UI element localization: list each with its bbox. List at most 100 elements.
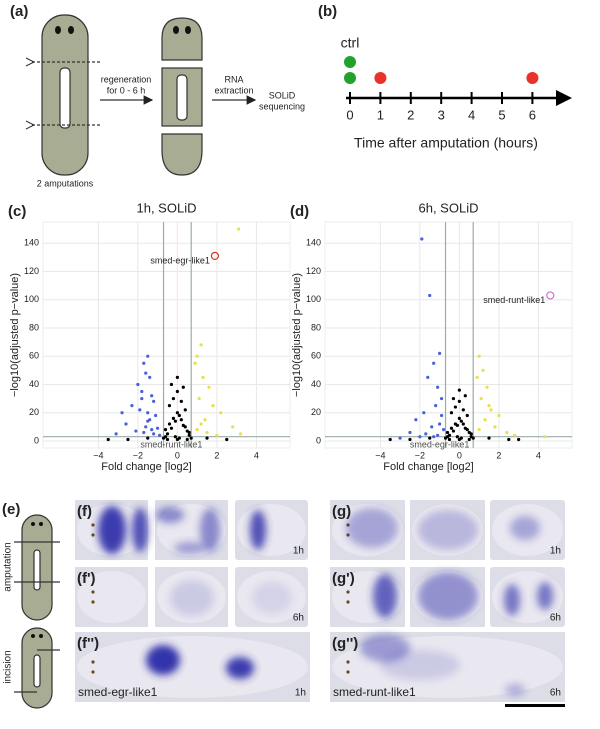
point <box>455 423 459 427</box>
axis-label: Time after amputation (hours) <box>354 135 538 151</box>
tissue <box>77 636 308 698</box>
point <box>203 418 207 422</box>
point <box>199 343 203 347</box>
y-tick-label: 100 <box>306 294 321 304</box>
point <box>167 404 172 408</box>
side-label: incision <box>3 650 14 683</box>
y-axis-label: −log10(adjusted p−value) <box>9 273 21 397</box>
plot-area <box>42 221 291 449</box>
arrow-label: for 0 - 6 h <box>107 85 146 95</box>
point <box>173 419 177 423</box>
point <box>205 436 209 440</box>
point <box>457 399 461 403</box>
annotation: smed-runt-like1 <box>483 295 545 305</box>
stain <box>174 542 206 554</box>
point <box>487 436 491 440</box>
point <box>142 430 146 435</box>
point <box>219 411 223 415</box>
point <box>154 413 158 418</box>
arrow-label: regeneration <box>101 74 152 84</box>
point <box>185 429 189 433</box>
eye <box>91 533 95 537</box>
point <box>156 426 160 430</box>
point <box>420 237 424 241</box>
point <box>152 399 156 403</box>
eye <box>346 600 350 604</box>
eye <box>91 660 95 664</box>
y-tick-label: 20 <box>29 407 39 417</box>
point <box>485 385 489 389</box>
x-tick-label: 4 <box>536 450 541 460</box>
point <box>199 422 203 426</box>
y-tick-label: 80 <box>311 322 321 332</box>
tick-label: 4 <box>468 107 475 122</box>
point <box>447 437 452 442</box>
plot-area <box>324 221 573 449</box>
point <box>169 426 174 430</box>
time-label: 6h <box>293 613 304 624</box>
point <box>467 430 471 435</box>
point <box>445 430 450 435</box>
gene-label: smed-runt-like1 <box>333 685 416 699</box>
point <box>239 432 243 436</box>
tick-label: 0 <box>346 107 353 122</box>
point <box>205 430 209 435</box>
side-label: amputation <box>3 542 14 591</box>
point <box>183 408 187 412</box>
annotation: smed-egr-like1 <box>410 440 470 450</box>
stain <box>170 580 214 616</box>
point <box>169 382 174 387</box>
point <box>142 361 146 365</box>
point <box>189 436 193 440</box>
point <box>130 404 134 408</box>
point <box>475 375 479 379</box>
point <box>231 425 235 429</box>
eye <box>91 590 95 594</box>
chart-title: 1h, SOLiD <box>137 200 197 215</box>
point <box>436 385 440 389</box>
panel-label: (f') <box>77 570 96 587</box>
point <box>114 432 118 436</box>
tick-label: 6 <box>529 107 536 122</box>
x-axis-label: Fold change [log2] <box>383 461 474 473</box>
point <box>175 437 179 442</box>
point <box>424 432 428 436</box>
schematic-a <box>25 14 257 176</box>
point <box>463 426 467 430</box>
point <box>175 375 179 379</box>
ctrl-label: ctrl <box>341 35 360 51</box>
x-tick-label: 2 <box>214 450 219 460</box>
point <box>443 436 448 440</box>
point <box>157 433 162 437</box>
panel-label: (g') <box>332 570 355 587</box>
point <box>171 396 176 401</box>
tissue <box>77 571 146 623</box>
point <box>195 354 199 358</box>
point <box>459 419 463 423</box>
y-tick-label: 60 <box>29 351 39 361</box>
eye <box>91 670 95 674</box>
point <box>439 396 444 401</box>
point <box>477 428 481 432</box>
point <box>432 361 436 365</box>
y-tick-label: 20 <box>311 407 321 417</box>
panel-label: (e) <box>2 501 20 518</box>
point <box>471 436 475 440</box>
panel-label: (f) <box>77 503 92 520</box>
arrow-label: extraction <box>214 85 253 95</box>
y-tick-label: 40 <box>311 379 321 389</box>
point <box>481 368 485 372</box>
point <box>461 408 465 412</box>
point <box>201 375 205 379</box>
stain <box>146 645 180 675</box>
x-tick-label: 4 <box>254 450 259 460</box>
point <box>150 394 154 398</box>
gene-label: smed-egr-like1 <box>78 685 158 699</box>
time-label: 6h <box>550 688 561 699</box>
y-tick-label: 0 <box>316 435 321 445</box>
y-tick-label: 120 <box>306 266 321 276</box>
point <box>171 416 176 420</box>
eye <box>346 590 350 594</box>
axis-arrow <box>556 90 572 106</box>
